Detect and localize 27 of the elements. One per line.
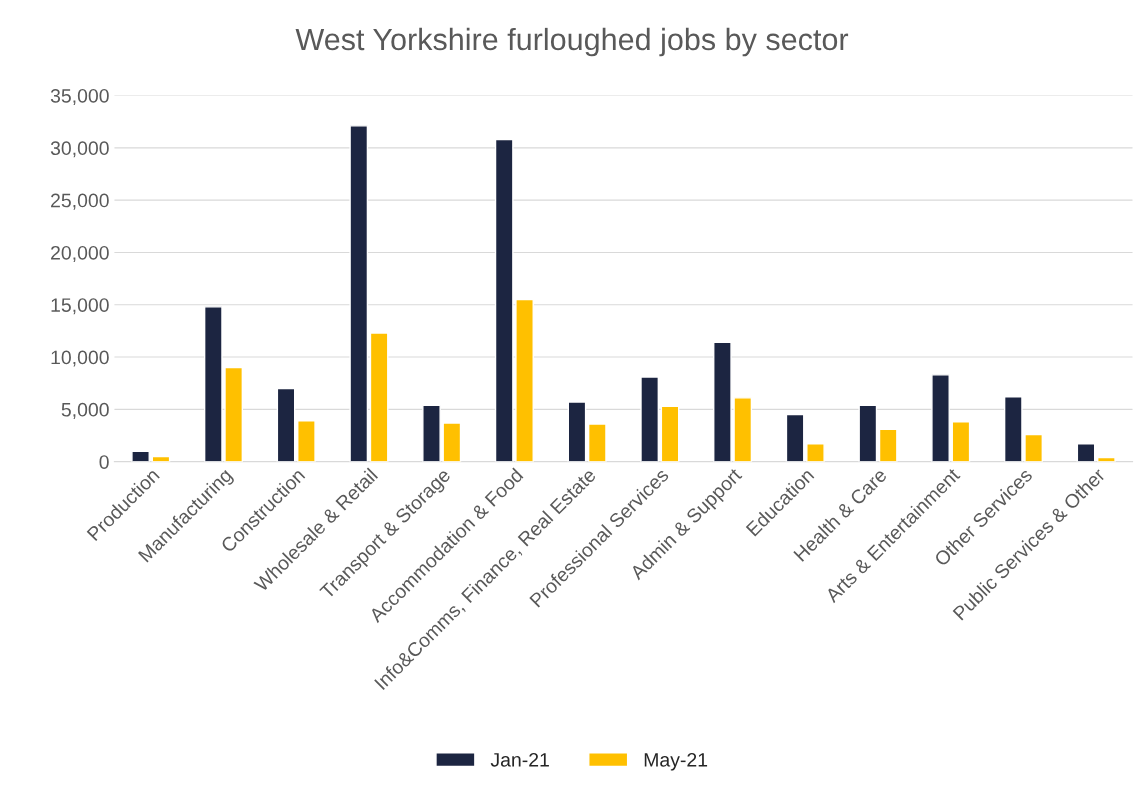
bar — [1076, 443, 1096, 462]
bar — [878, 428, 898, 462]
y-tick-label: 20,000 — [51, 245, 109, 262]
bar — [806, 443, 825, 462]
y-tick-label: 0 — [99, 455, 109, 469]
bar — [587, 423, 607, 462]
legend-label: May-21 — [644, 752, 708, 771]
bar — [567, 401, 587, 462]
bar — [131, 450, 150, 462]
bar — [951, 421, 971, 462]
bar — [785, 413, 805, 462]
y-tick-label: 5,000 — [61, 402, 109, 419]
y-tick-label: 35,000 — [50, 88, 109, 106]
y-tick-label: 15,000 — [51, 298, 109, 315]
bar — [297, 420, 316, 462]
bar — [858, 404, 878, 462]
y-tick-label: 10,000 — [51, 350, 109, 367]
bar — [640, 376, 660, 462]
y-tick-label: 25,000 — [51, 193, 109, 210]
bar — [276, 387, 296, 462]
chart-title: West Yorkshire furloughed jobs by sector — [295, 27, 849, 57]
y-tick-label: 30,000 — [50, 141, 109, 158]
legend-label: Jan-21 — [490, 752, 549, 767]
bar — [349, 125, 369, 462]
bar — [660, 405, 680, 462]
bar — [931, 374, 950, 462]
bar — [369, 332, 389, 462]
